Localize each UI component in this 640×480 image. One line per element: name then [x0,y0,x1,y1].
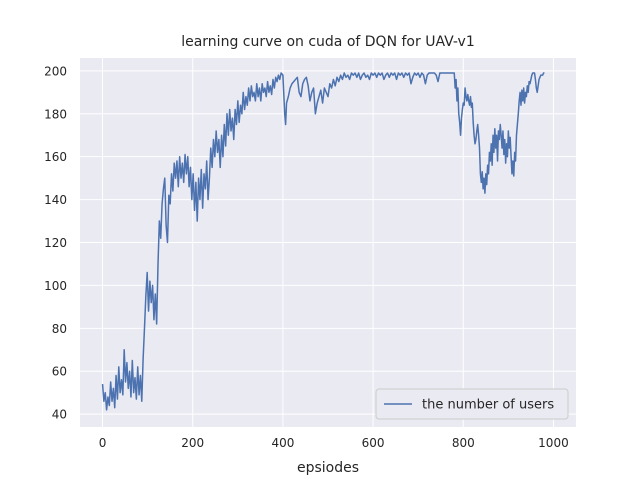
legend-box [375,388,569,420]
x-tick-label: 400 [271,436,294,450]
gridlines [80,58,576,427]
y-tick-label: 200 [44,64,67,78]
x-axis-label: epsiodes [297,460,359,476]
legend-label: the number of users [422,398,554,413]
x-tick-label: 600 [362,436,385,450]
series-layer [101,72,545,411]
y-tick-label: 60 [52,365,67,379]
y-tick-label: 160 [44,150,67,164]
x-tick-label: 1000 [538,436,569,450]
y-tick-label: 140 [44,193,67,207]
x-tick-label: 200 [181,436,204,450]
y-tick-label: 180 [44,107,67,121]
y-axis-ticks: 40 60 80 100 120 140 160 180 200 [44,64,67,421]
x-axis-ticks: 0 200 400 600 800 1000 [99,436,569,450]
series-line [101,72,545,411]
y-tick-label: 80 [52,322,67,336]
y-tick-label: 120 [44,236,67,250]
chart-title: learning curve on cuda of DQN for UAV-v1 [181,34,475,50]
y-tick-label: 100 [44,279,67,293]
x-tick-label: 800 [452,436,475,450]
y-tick-label: 40 [52,408,67,422]
x-tick-label: 0 [99,436,107,450]
legend: the number of users [375,388,569,420]
